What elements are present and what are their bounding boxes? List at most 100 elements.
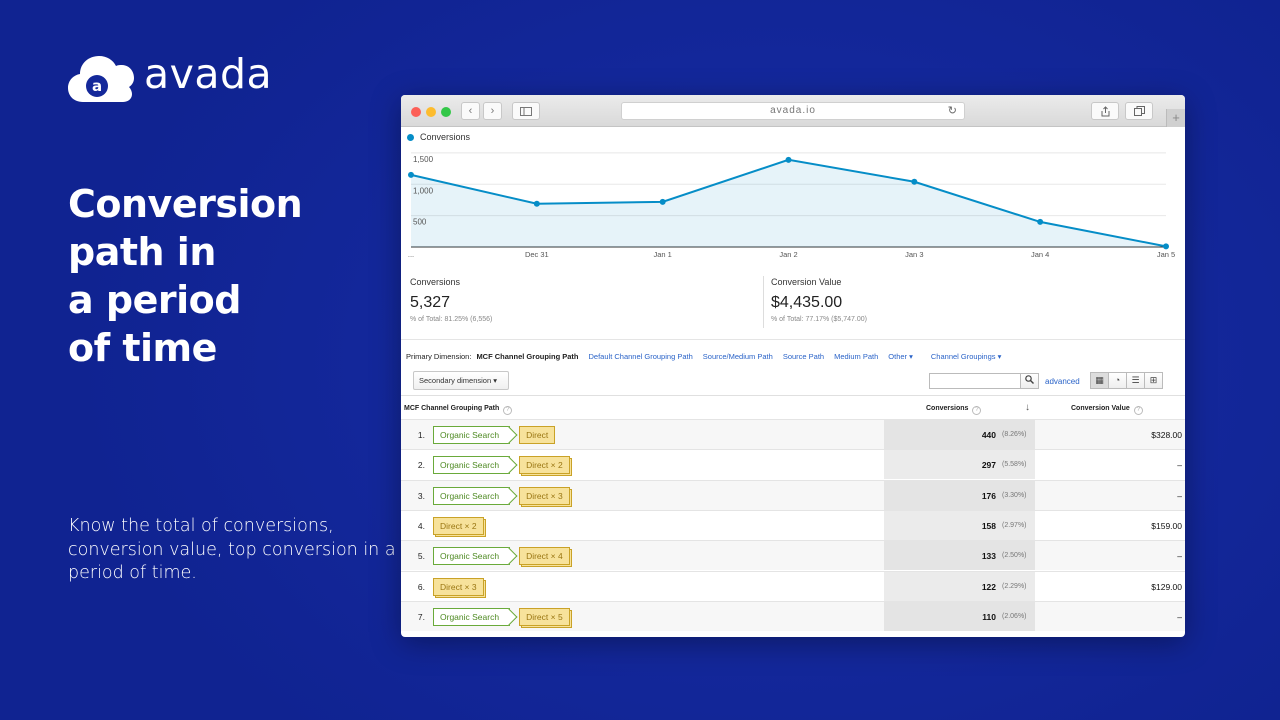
help-icon[interactable]: ? xyxy=(503,406,513,415)
dimension-other-dropdown[interactable]: Other ▾ xyxy=(888,352,913,361)
share-icon xyxy=(1101,105,1109,116)
data-point[interactable] xyxy=(659,198,666,205)
y-tick-label: 1,500 xyxy=(413,155,434,164)
table-row[interactable]: 2. Organic Search Direct × 2 297 (5.58%) – xyxy=(401,449,1185,480)
sidebar-button[interactable] xyxy=(512,102,540,120)
organic-search-tag[interactable]: Organic Search xyxy=(433,547,511,566)
organic-search-tag[interactable]: Organic Search xyxy=(433,607,511,626)
description: Know the total of conversions, conversio… xyxy=(68,516,396,583)
grid-icon: ▦ xyxy=(1095,375,1104,385)
stat-label: Conversions xyxy=(410,277,461,287)
column-header-path[interactable]: MCF Channel Grouping Path? xyxy=(404,405,513,415)
divider xyxy=(401,339,1185,340)
column-header-conversions[interactable]: Conversions? xyxy=(926,405,982,415)
minimize-button[interactable] xyxy=(426,107,436,117)
pie-view-button[interactable]: ◔ xyxy=(1108,372,1127,389)
dimension-mcf-channel-grouping-path[interactable]: MCF Channel Grouping Path xyxy=(476,352,579,361)
direct-tag[interactable]: Direct × 3 xyxy=(519,486,570,505)
direct-tag[interactable]: Direct × 3 xyxy=(433,577,484,596)
table-row[interactable]: 4. Direct × 2 158 (2.97%) $159.00 xyxy=(401,509,1185,540)
share-button[interactable] xyxy=(1091,102,1119,120)
data-point[interactable] xyxy=(1037,218,1044,225)
divider xyxy=(763,276,764,328)
performance-view-button[interactable]: ☰ xyxy=(1126,372,1145,389)
x-tick-label: Dec 31 xyxy=(525,250,549,259)
back-button[interactable]: ‹ xyxy=(461,102,480,120)
column-header-value[interactable]: Conversion Value? xyxy=(1071,405,1143,415)
secondary-dimension-dropdown[interactable]: Secondary dimension ▾ xyxy=(413,371,509,390)
channel-path: Direct × 3 xyxy=(433,577,489,596)
direct-tag[interactable]: Direct × 4 xyxy=(519,547,570,566)
table-row[interactable]: 5. Organic Search Direct × 4 133 (2.50%) – xyxy=(401,540,1185,571)
close-button[interactable] xyxy=(411,107,421,117)
browser-window: ‹ › avada.io ↻ + Conversions 1,500 1,000 5… xyxy=(401,95,1185,637)
data-point[interactable] xyxy=(533,200,540,207)
x-tick-label: ... xyxy=(408,250,414,259)
conversions-column-bg xyxy=(884,480,1035,510)
conversion-value: $159.00 xyxy=(1151,520,1182,531)
conversions-percent: (5.58%) xyxy=(1002,461,1027,469)
channel-groupings-dropdown[interactable]: Channel Groupings ▾ xyxy=(930,352,1002,361)
reload-icon[interactable]: ↻ xyxy=(947,105,958,117)
row-number: 3. xyxy=(417,490,425,501)
maximize-button[interactable] xyxy=(441,107,451,117)
help-icon[interactable]: ? xyxy=(1133,406,1143,415)
direct-tag[interactable]: Direct × 5 xyxy=(519,607,570,626)
table-search-input[interactable] xyxy=(929,373,1021,389)
stat-sub: % of Total: 77.17% ($5,747.00) xyxy=(771,316,867,323)
search-button[interactable] xyxy=(1020,373,1039,389)
organic-search-tag[interactable]: Organic Search xyxy=(433,456,511,475)
address-bar[interactable]: avada.io ↻ xyxy=(621,102,965,120)
help-icon[interactable]: ? xyxy=(972,406,982,415)
table-row[interactable]: 1. Organic Search Direct 440 (8.26%) $328.00 xyxy=(401,419,1185,449)
organic-search-tag[interactable]: Organic Search xyxy=(433,426,511,444)
stat-value: $4,435.00 xyxy=(771,294,843,311)
y-tick-label: 1,000 xyxy=(413,186,434,195)
table-row[interactable]: 3. Organic Search Direct × 3 176 (3.30%) – xyxy=(401,479,1185,510)
table-view-button[interactable]: ▦ xyxy=(1090,372,1109,389)
new-tab-button[interactable]: + xyxy=(1166,109,1185,127)
advanced-link[interactable]: advanced xyxy=(1045,377,1080,386)
stat-sub: % of Total: 81.25% (6,556) xyxy=(410,316,493,323)
dimension-default-channel-grouping-path[interactable]: Default Channel Grouping Path xyxy=(588,352,693,361)
data-point[interactable] xyxy=(1163,243,1169,250)
conversions-value: 110 xyxy=(982,611,996,622)
row-number: 7. xyxy=(417,611,425,622)
sort-arrow-icon[interactable]: ↓ xyxy=(1025,402,1030,413)
channel-path: Organic Search Direct × 5 xyxy=(433,607,575,626)
forward-button[interactable]: › xyxy=(483,102,502,120)
bar-list-icon: ☰ xyxy=(1131,375,1140,385)
table-row[interactable]: 6. Direct × 3 122 (2.29%) $129.00 xyxy=(401,570,1185,601)
dimension-source-path[interactable]: Source Path xyxy=(782,352,825,361)
conversions-column-bg xyxy=(884,510,1035,540)
direct-tag[interactable]: Direct × 2 xyxy=(519,456,570,475)
direct-tag[interactable]: Direct xyxy=(519,426,556,444)
search-icon xyxy=(1025,375,1034,384)
headline-line: Conversion xyxy=(68,182,303,226)
direct-tag[interactable]: Direct × 2 xyxy=(433,516,484,535)
conversion-value: – xyxy=(1177,611,1182,622)
conversions-percent: (3.30%) xyxy=(1002,491,1027,499)
conversions-percent: (2.06%) xyxy=(1002,612,1027,620)
data-point[interactable] xyxy=(785,156,792,163)
header-label: Conversion Value xyxy=(1071,405,1130,412)
pivot-icon: ⊞ xyxy=(1149,375,1158,385)
row-number: 2. xyxy=(417,460,425,471)
table-row[interactable]: 7. Organic Search Direct × 5 110 (2.06%) – xyxy=(401,600,1185,631)
chevron-left-icon: ‹ xyxy=(468,105,473,117)
dimension-medium-path[interactable]: Medium Path xyxy=(834,352,879,361)
pivot-view-button[interactable]: ⊞ xyxy=(1144,372,1163,389)
tabs-button[interactable] xyxy=(1125,102,1153,120)
row-number: 5. xyxy=(417,551,425,562)
stat-label: Conversion Value xyxy=(771,277,842,287)
channel-path: Organic Search Direct × 3 xyxy=(433,486,575,505)
data-point[interactable] xyxy=(911,178,918,185)
chart-legend: Conversions xyxy=(407,132,470,142)
url-text: avada.io xyxy=(770,105,816,116)
data-point[interactable] xyxy=(408,171,414,178)
legend-label: Conversions xyxy=(420,132,471,142)
chevron-right-icon: › xyxy=(490,105,495,117)
avada-logo: a avada xyxy=(67,48,272,104)
organic-search-tag[interactable]: Organic Search xyxy=(433,486,511,505)
dimension-source-medium-path[interactable]: Source/Medium Path xyxy=(702,352,773,361)
